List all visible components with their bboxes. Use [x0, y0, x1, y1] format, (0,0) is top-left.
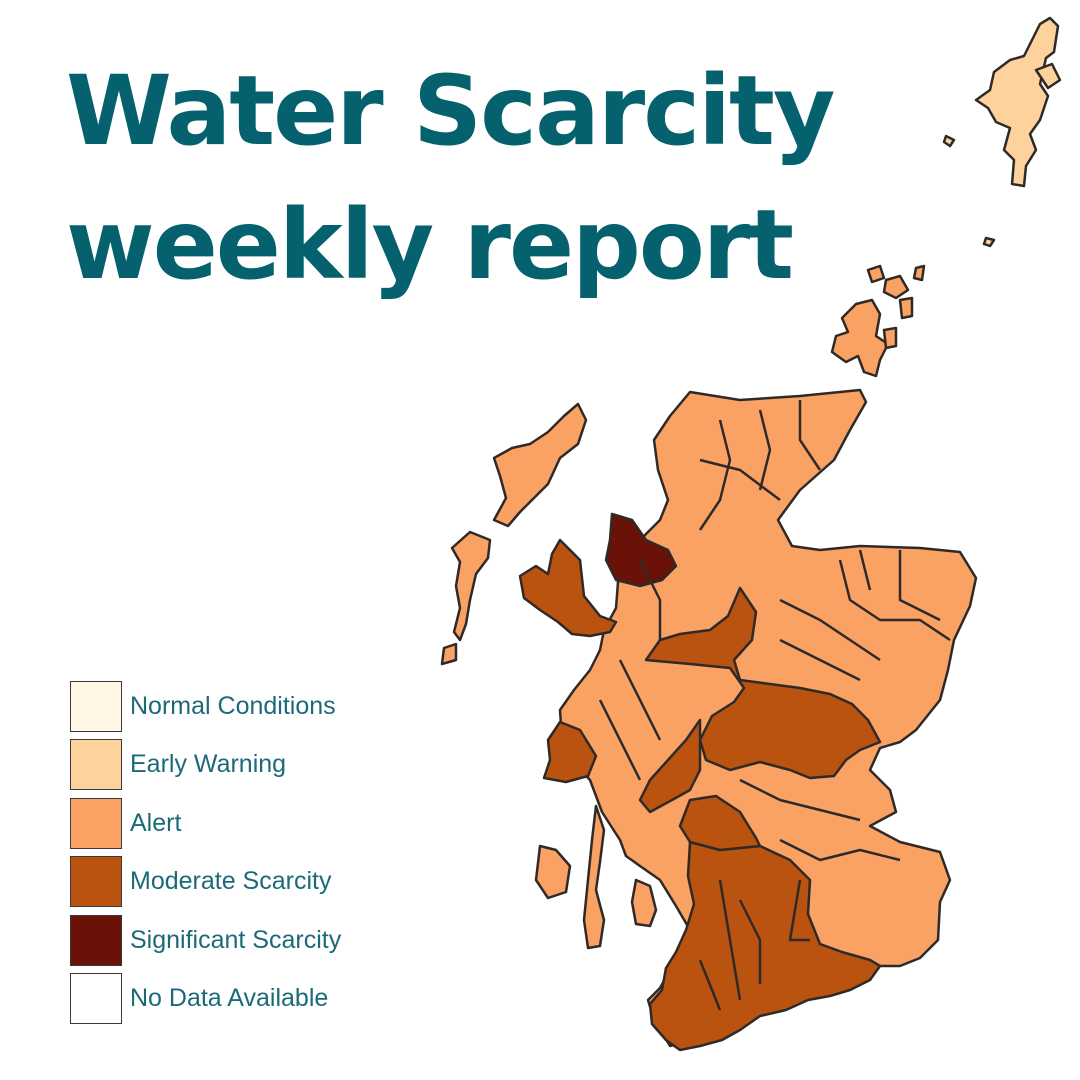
region-islay	[534, 844, 572, 900]
legend-swatch-early-warning	[70, 739, 122, 791]
legend-item-alert: Alert	[70, 794, 341, 853]
region-mull	[542, 720, 598, 784]
legend-item-early-warning: Early Warning	[70, 736, 341, 795]
region-shetland	[942, 16, 1062, 248]
region-jura	[582, 804, 606, 950]
legend-label-no-data: No Data Available	[130, 984, 329, 1013]
legend-label-early-warning: Early Warning	[130, 750, 287, 779]
title-line-1: Water Scarcity	[66, 55, 835, 167]
legend: Normal Conditions Early Warning Alert Mo…	[70, 677, 341, 1028]
legend-item-moderate: Moderate Scarcity	[70, 853, 341, 912]
legend-swatch-moderate	[70, 856, 122, 908]
legend-item-significant: Significant Scarcity	[70, 911, 341, 970]
region-clyde	[678, 794, 762, 852]
legend-label-normal: Normal Conditions	[130, 691, 336, 720]
legend-swatch-alert	[70, 797, 122, 849]
region-orkney	[830, 264, 926, 378]
region-southwest	[648, 840, 882, 1052]
region-tay	[644, 586, 882, 780]
catchment-boundaries	[598, 400, 951, 1011]
legend-item-no-data: No Data Available	[70, 970, 341, 1029]
region-skye	[518, 538, 618, 638]
legend-label-moderate: Moderate Scarcity	[130, 867, 332, 896]
region-outer-hebrides	[440, 402, 588, 666]
legend-swatch-normal	[70, 680, 122, 732]
region-wester-ross	[604, 512, 678, 588]
legend-swatch-significant	[70, 914, 122, 966]
legend-label-significant: Significant Scarcity	[130, 925, 342, 954]
legend-label-alert: Alert	[130, 808, 182, 837]
legend-swatch-no-data	[70, 973, 122, 1025]
region-argyll-moderate	[638, 718, 702, 814]
region-arran	[630, 878, 658, 928]
page-title: Water Scarcity weekly report	[66, 44, 835, 312]
legend-item-normal: Normal Conditions	[70, 677, 341, 736]
title-line-2: weekly report	[66, 189, 794, 301]
